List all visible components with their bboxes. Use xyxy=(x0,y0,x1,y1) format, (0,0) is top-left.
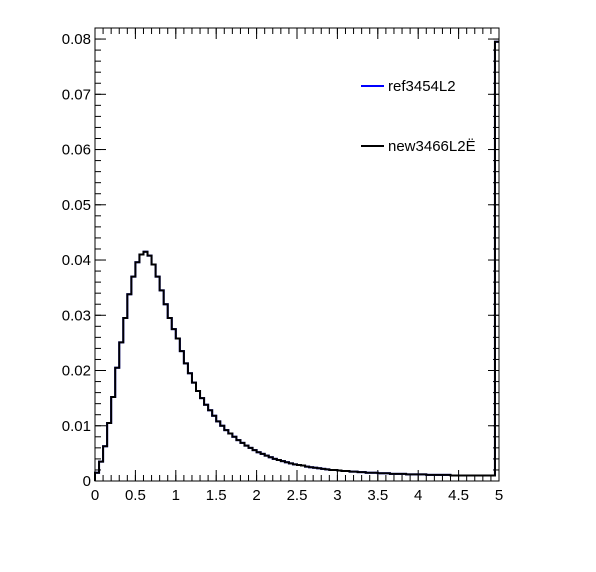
x-tick-label: 0 xyxy=(91,487,99,504)
x-tick-label: 1.5 xyxy=(206,487,227,504)
legend-label-0: ref3454L2 xyxy=(388,78,456,95)
x-tick-label: 3.5 xyxy=(367,487,388,504)
y-tick-label: 0.04 xyxy=(62,252,91,269)
y-tick-label: 0.02 xyxy=(62,363,91,380)
y-tick-label: 0 xyxy=(83,473,91,490)
x-tick-label: 5 xyxy=(495,487,503,504)
y-tick-label: 0.07 xyxy=(62,86,91,103)
x-tick-label: 1 xyxy=(172,487,180,504)
tick-labels: 0 0.5 1 1.5 2 2.5 3 3.5 4 4.5 5 0 0.01 0.02 0.03 0.04 0.… xyxy=(62,31,503,504)
plot-frame xyxy=(94,27,500,482)
legend-label-1: new3466L2Ë xyxy=(388,138,476,155)
x-tick-label: 0.5 xyxy=(125,487,146,504)
y-tick-label: 0.05 xyxy=(62,197,91,214)
x-tick-label: 4 xyxy=(414,487,422,504)
x-tick-label: 4.5 xyxy=(448,487,469,504)
y-tick-label: 0.01 xyxy=(62,418,91,435)
series-line-1 xyxy=(94,40,499,481)
x-tick-label: 3 xyxy=(333,487,341,504)
y-tick-label: 0.06 xyxy=(62,142,91,159)
series-layer xyxy=(94,40,499,481)
axis-ticks xyxy=(94,27,500,482)
legend: ref3454L2 new3466L2Ë xyxy=(361,78,476,155)
x-tick-label: 2 xyxy=(252,487,260,504)
x-tick-label: 2.5 xyxy=(287,487,308,504)
y-tick-label: 0.03 xyxy=(62,307,91,324)
y-tick-label: 0.08 xyxy=(62,31,91,48)
